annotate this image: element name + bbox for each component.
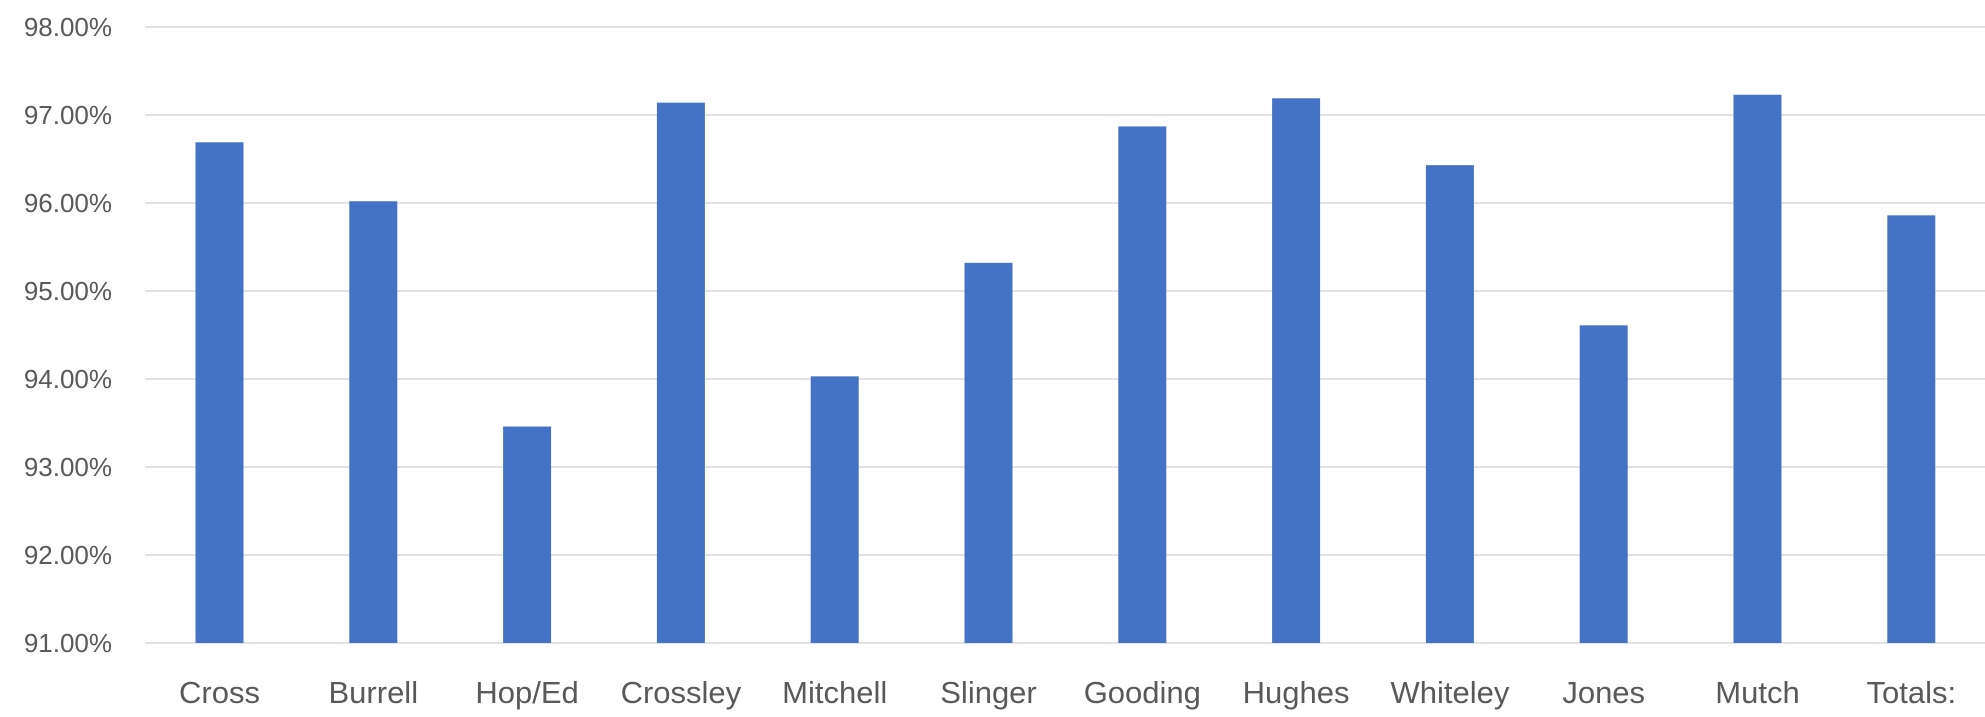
y-tick-label: 91.00%: [24, 628, 112, 658]
x-category-label: Jones: [1562, 675, 1645, 710]
y-tick-label: 95.00%: [24, 276, 112, 306]
bar: [1887, 215, 1936, 643]
bar: [195, 142, 244, 643]
bar: [1425, 165, 1474, 643]
y-tick-label: 92.00%: [24, 540, 112, 570]
y-tick-label: 94.00%: [24, 364, 112, 394]
x-category-label: Totals:: [1866, 675, 1956, 710]
x-category-label: Hop/Ed: [475, 675, 578, 710]
x-category-label: Slinger: [940, 675, 1037, 710]
x-category-label: Cross: [179, 675, 260, 710]
y-tick-label: 97.00%: [24, 100, 112, 130]
bar: [1118, 126, 1167, 643]
gridlines: [145, 26, 1985, 644]
bar: [1733, 94, 1782, 643]
x-category-label: Whiteley: [1390, 675, 1509, 710]
x-axis-category-labels: Cross Burrell Hop/Ed Crossley Mitchell Slinge…: [179, 675, 1956, 710]
bar: [656, 102, 705, 644]
bar: [349, 201, 398, 644]
y-axis-tick-labels: 91.00% 92.00% 93.00% 94.00% 95.00% 96.00% 97.0…: [24, 12, 112, 658]
x-category-label: Gooding: [1084, 675, 1201, 710]
y-tick-label: 98.00%: [24, 12, 112, 42]
bar: [1579, 325, 1628, 643]
bar: [1272, 98, 1321, 643]
bar: [810, 376, 859, 643]
y-tick-label: 96.00%: [24, 188, 112, 218]
bar: [503, 426, 552, 643]
y-tick-label: 93.00%: [24, 452, 112, 482]
x-category-label: Crossley: [621, 675, 742, 710]
x-category-label: Hughes: [1243, 675, 1350, 710]
bar: [964, 262, 1013, 643]
x-category-label: Mutch: [1715, 675, 1799, 710]
x-category-label: Burrell: [329, 675, 419, 710]
bars: [195, 94, 1936, 644]
x-category-label: Mitchell: [782, 675, 887, 710]
